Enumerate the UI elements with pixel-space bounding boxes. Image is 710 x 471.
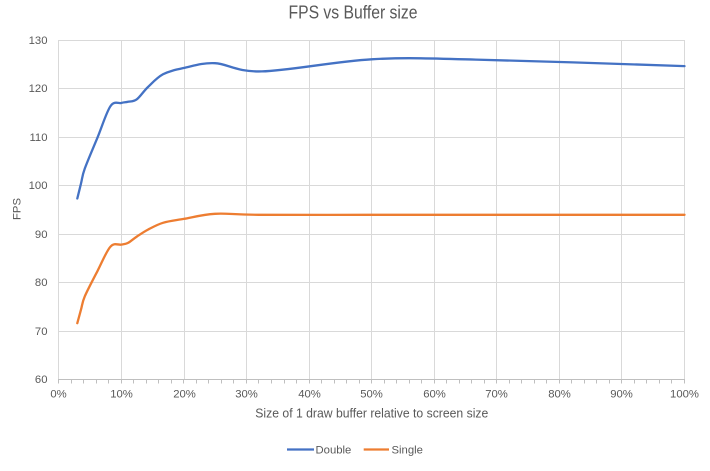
svg-text:Size of 1 draw buffer relative: Size of 1 draw buffer relative to screen… [255,406,488,421]
svg-text:90: 90 [35,229,48,241]
svg-text:30%: 30% [235,389,258,401]
svg-text:120: 120 [29,83,48,95]
svg-text:10%: 10% [110,389,133,401]
svg-text:FPS: FPS [12,198,24,220]
svg-text:Single: Single [392,445,423,457]
svg-text:130: 130 [29,35,48,47]
svg-text:70%: 70% [485,389,508,401]
svg-text:70: 70 [35,326,48,338]
svg-text:80%: 80% [548,389,571,401]
svg-text:100: 100 [29,180,48,192]
svg-text:FPS vs Buffer size: FPS vs Buffer size [289,2,418,23]
svg-text:20%: 20% [173,389,196,401]
svg-text:60%: 60% [423,389,446,401]
svg-text:Double: Double [316,445,352,457]
svg-text:50%: 50% [360,389,383,401]
svg-text:100%: 100% [670,389,699,401]
svg-text:40%: 40% [298,389,321,401]
svg-text:90%: 90% [610,389,633,401]
svg-text:110: 110 [29,132,47,144]
svg-text:80: 80 [35,277,48,289]
svg-text:60: 60 [35,374,48,386]
svg-text:0%: 0% [50,389,66,401]
